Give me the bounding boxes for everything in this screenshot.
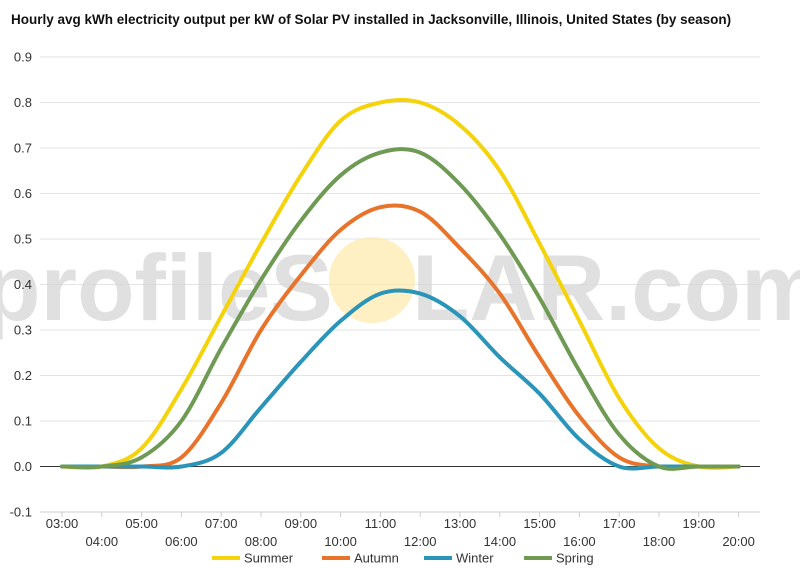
series-line-winter [60,288,741,471]
x-tick-label: 14:00 [484,534,517,549]
x-tick-label: 15:00 [523,516,556,531]
y-tick-label: 0.4 [14,277,32,292]
profilesolar-watermark: profileS LAR.com [0,235,800,340]
x-tick-label: 12:00 [404,534,437,549]
x-tick-label: 05:00 [125,516,158,531]
legend-label: Winter [456,551,494,566]
watermark-sun-icon [329,237,415,323]
x-tick-label: 06:00 [165,534,198,549]
watermark-text-left: profileS [0,235,333,340]
y-tick-label: 0.1 [14,414,32,429]
y-tick-label: 0.6 [14,186,32,201]
x-tick-label: 08:00 [245,534,278,549]
series-line-autumn [60,203,741,470]
x-axis: 03:00 04:00 05:00 06:00 07:00 08:00 09:00 10:00… [40,511,760,549]
legend: Summer Autumn Winter Spring [212,551,594,566]
series-line-spring [60,147,741,471]
y-tick-label: 0.5 [14,232,32,247]
legend-label: Summer [244,551,294,566]
y-axis: -0.1 0.0 0.1 0.2 0.3 0.4 0.5 0.6 0.7 0.8 0.9 [10,50,32,520]
x-tick-label: 09:00 [285,516,318,531]
x-tick-label: 07:00 [205,516,238,531]
series-lines [60,97,741,471]
x-tick-label: 16:00 [563,534,596,549]
y-tick-label: 0.9 [14,50,32,65]
y-tick-label: 0.8 [14,95,32,110]
watermark-text-right: LAR.com [412,235,800,340]
x-tick-label: 03:00 [46,516,79,531]
x-tick-label: 04:00 [86,534,119,549]
x-tick-label: 18:00 [643,534,676,549]
chart-title: Hourly avg kWh electricity output per kW… [11,12,732,27]
x-tick-label: 13:00 [444,516,477,531]
x-tick-label: 11:00 [365,516,397,531]
series-line-summer [60,97,741,470]
y-tick-label: 0.2 [14,368,32,383]
legend-label: Autumn [354,551,399,566]
x-tick-label: 20:00 [722,534,755,549]
legend-label: Spring [556,551,594,566]
x-tick-label: 17:00 [603,516,636,531]
y-tick-label: 0.7 [14,141,32,156]
x-tick-label: 19:00 [683,516,716,531]
y-tick-label: -0.1 [10,505,32,520]
y-tick-label: 0.0 [14,459,32,474]
y-tick-label: 0.3 [14,323,32,338]
x-tick-label: 10:00 [324,534,357,549]
